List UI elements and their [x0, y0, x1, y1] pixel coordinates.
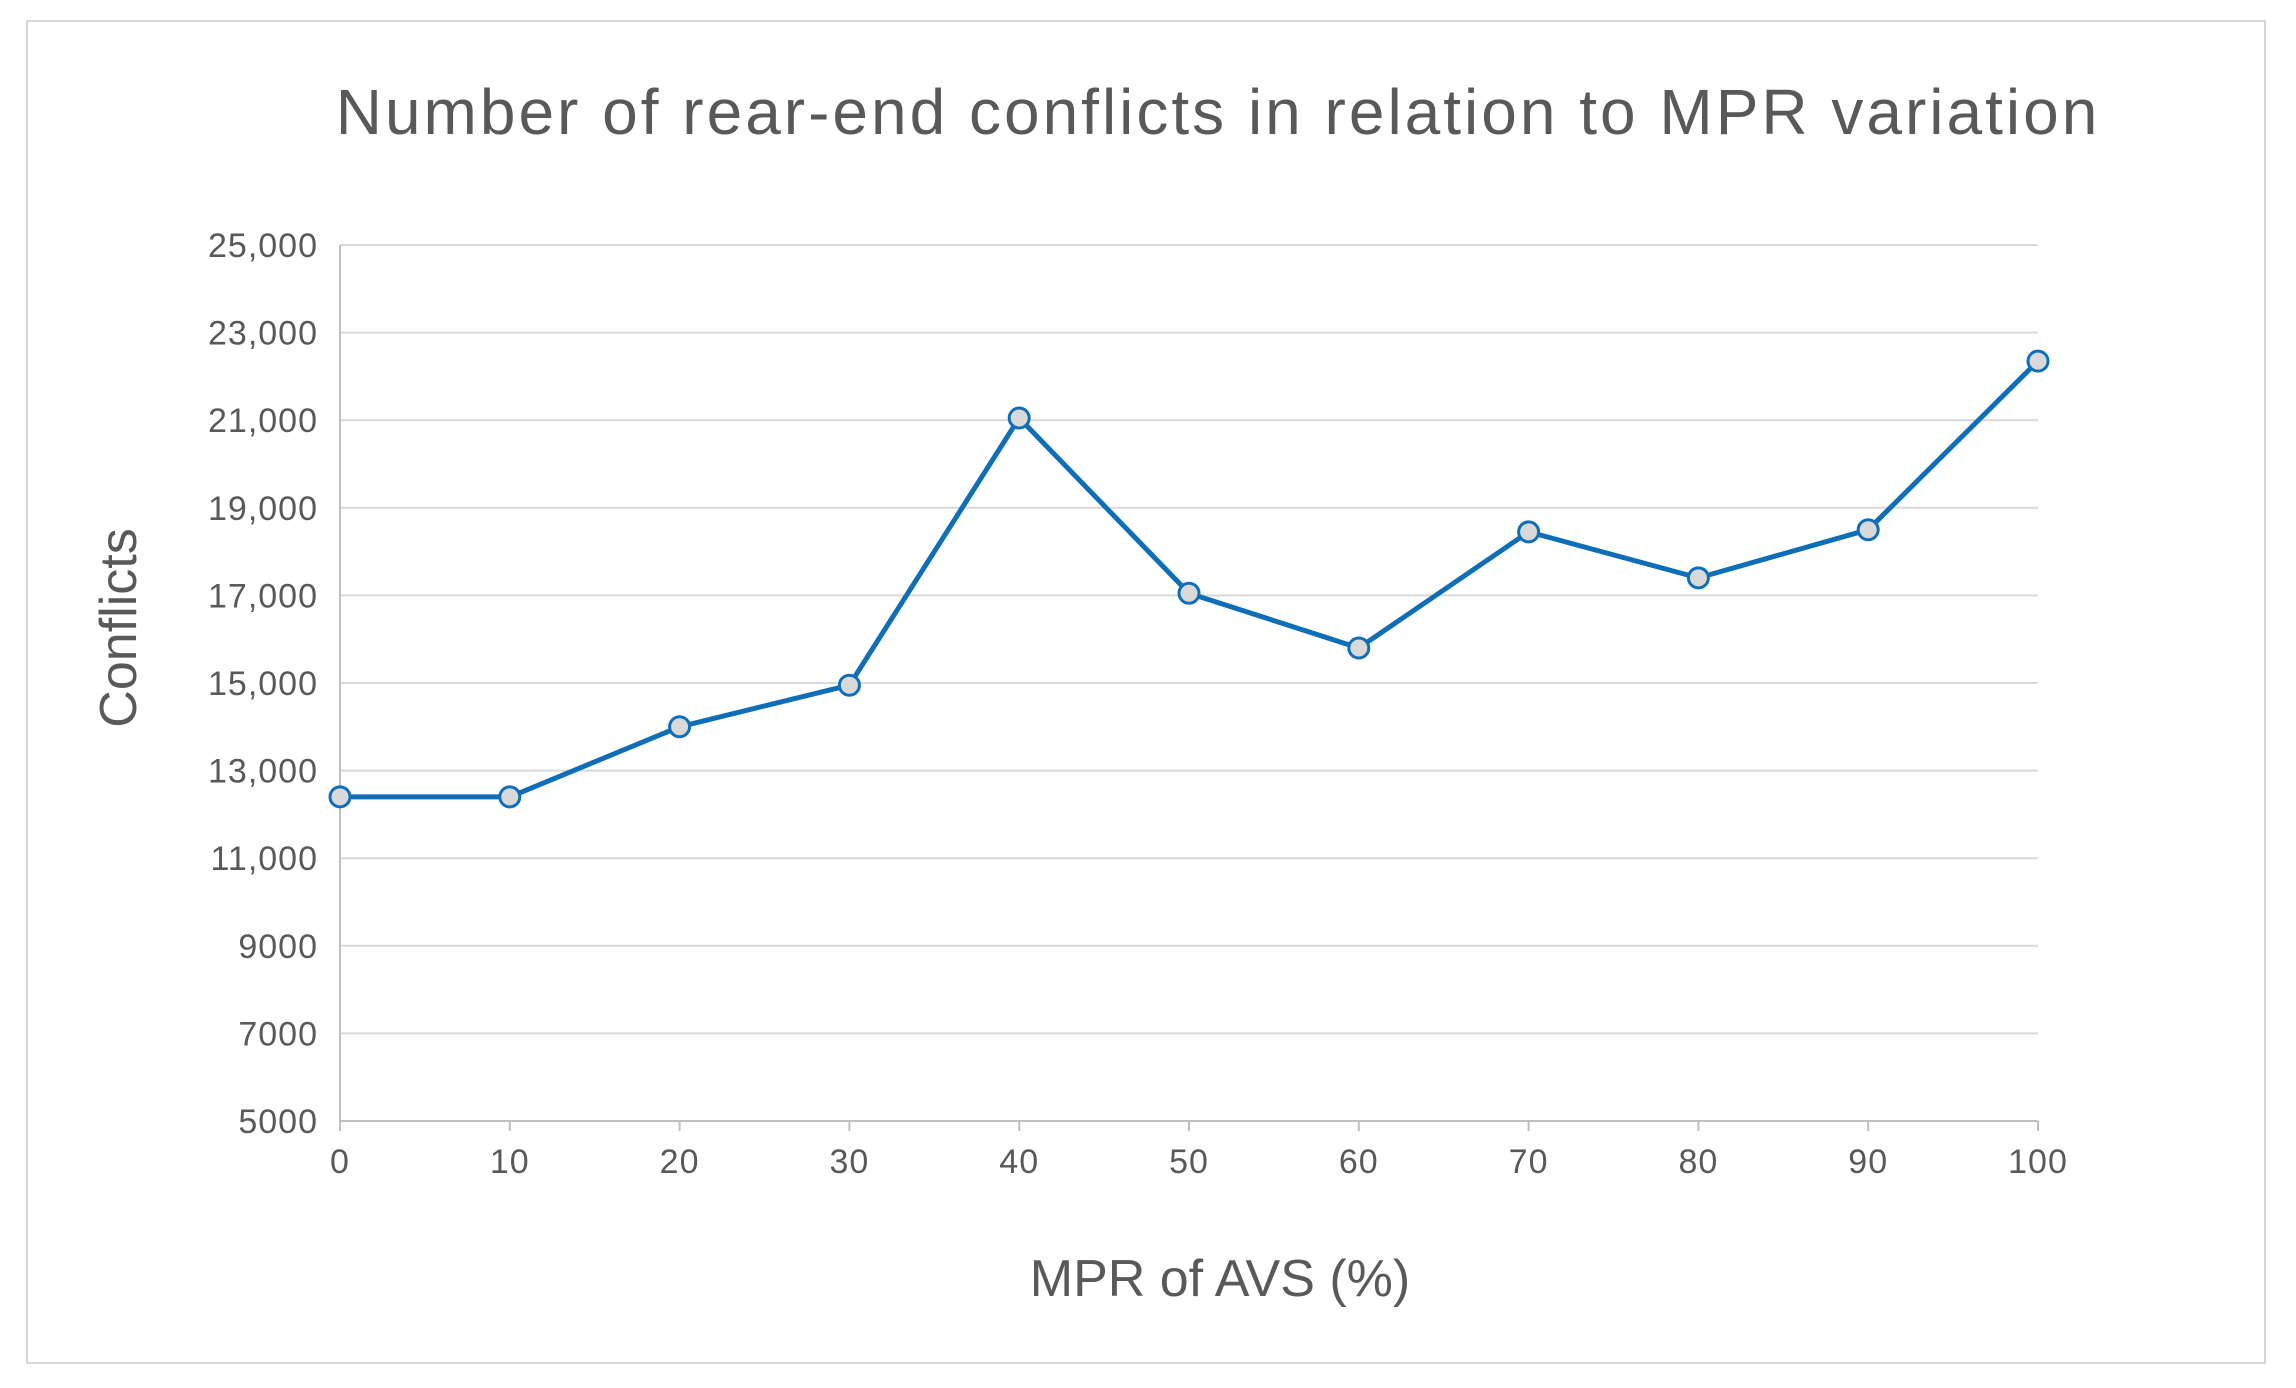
axes — [339, 245, 2039, 1131]
data-point — [328, 785, 352, 809]
x-axis-title: MPR of AVS (%) — [1030, 1250, 1410, 1308]
y-tick-label: 9000 — [238, 928, 318, 966]
data-point — [668, 715, 692, 739]
data-point — [1007, 406, 1031, 430]
data-point — [1517, 520, 1541, 544]
chart-frame: Number of rear-end conflicts in relation… — [26, 20, 2266, 1364]
y-axis-title: Conflicts — [90, 528, 148, 727]
data-point — [837, 673, 861, 697]
data-point — [1856, 518, 1880, 542]
data-point — [2026, 349, 2050, 373]
y-tick-label: 15,000 — [208, 665, 318, 703]
x-tick-label: 40 — [999, 1143, 1039, 1181]
y-tick-label: 13,000 — [208, 753, 318, 791]
x-tick-label: 50 — [1169, 1143, 1209, 1181]
y-tick-label: 17,000 — [208, 577, 318, 615]
y-tick-label: 7000 — [238, 1015, 318, 1053]
y-tick-label: 25,000 — [208, 227, 318, 265]
data-point — [1347, 636, 1371, 660]
x-axis-tick-labels: 0 10 20 30 40 50 60 70 80 90 100 — [330, 1143, 2068, 1181]
x-tick-label: 90 — [1848, 1143, 1888, 1181]
x-tick-label: 70 — [1509, 1143, 1549, 1181]
y-axis-tick-labels: 5000 7000 9000 11,000 13,000 15,000 17,000 19,0… — [208, 227, 318, 1141]
x-tick-label: 100 — [2008, 1143, 2068, 1181]
x-tick-label: 60 — [1339, 1143, 1379, 1181]
data-point — [1686, 566, 1710, 590]
y-tick-label: 21,000 — [208, 402, 318, 440]
data-point — [1177, 581, 1201, 605]
series-line — [337, 358, 2041, 800]
data-point — [498, 785, 522, 809]
y-tick-label: 11,000 — [211, 840, 318, 878]
gridlines — [340, 244, 2038, 1035]
series-markers — [328, 349, 2050, 809]
x-tick-label: 0 — [330, 1143, 350, 1181]
x-tick-label: 20 — [660, 1143, 700, 1181]
y-tick-label: 23,000 — [208, 315, 318, 353]
x-tick-label: 10 — [490, 1143, 530, 1181]
chart-title: Number of rear-end conflicts in relation… — [336, 76, 2101, 148]
y-tick-label: 19,000 — [208, 490, 318, 528]
y-tick-label: 5000 — [238, 1103, 318, 1141]
series-conflicts — [337, 358, 2041, 800]
line-chart: Number of rear-end conflicts in relation… — [90, 76, 2101, 1308]
x-tick-label: 80 — [1678, 1143, 1718, 1181]
x-tick-label: 30 — [829, 1143, 869, 1181]
